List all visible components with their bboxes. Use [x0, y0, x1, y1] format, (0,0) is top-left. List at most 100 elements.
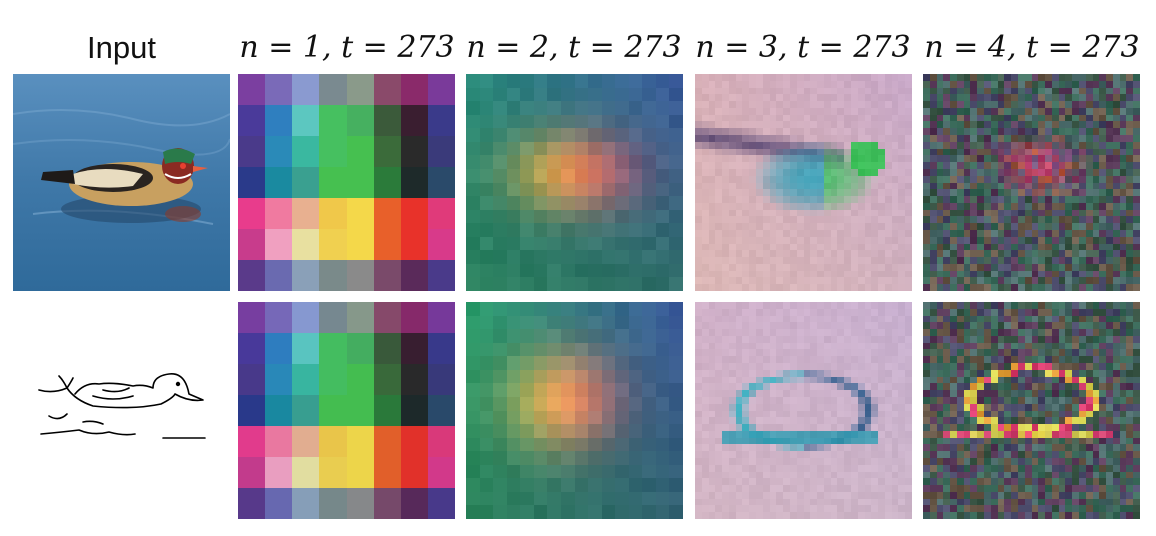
- pixel-cell: [669, 315, 683, 330]
- pixel-cell: [1004, 302, 1012, 309]
- pixel-cell: [796, 349, 804, 357]
- pixel-cell: [547, 236, 561, 251]
- pixel-cell: [1106, 74, 1113, 81]
- pixel-cell: [1099, 451, 1107, 458]
- pixel-cell: [1072, 87, 1079, 95]
- pixel-cell: [722, 209, 729, 217]
- pixel-cell: [943, 464, 951, 472]
- pixel-cell: [936, 383, 944, 391]
- pixel-cell: [789, 182, 797, 190]
- pixel-cell: [936, 74, 944, 81]
- pixel-cell: [756, 114, 763, 122]
- pixel-cell: [695, 162, 702, 169]
- pixel-cell: [669, 356, 683, 370]
- pixel-cell: [950, 270, 957, 278]
- pixel-cell: [479, 277, 494, 291]
- pixel-cell: [588, 315, 602, 330]
- pixel-cell: [749, 243, 757, 251]
- pixel-cell: [742, 457, 750, 465]
- pixel-cell: [850, 424, 858, 431]
- pixel-cell: [776, 175, 784, 183]
- pixel-cell: [1085, 335, 1093, 343]
- pixel-cell: [997, 485, 1005, 492]
- pixel-cell: [923, 315, 930, 323]
- pixel-cell: [493, 141, 507, 156]
- pixel-cell: [789, 168, 797, 176]
- pixel-cell: [742, 491, 750, 499]
- pixel-cell: [756, 383, 763, 391]
- pixel-cell: [823, 342, 831, 350]
- pixel-cell: [776, 457, 784, 465]
- pixel-cell: [742, 417, 750, 425]
- pixel-cell: [1058, 202, 1066, 210]
- pixel-cell: [997, 424, 1005, 431]
- pixel-cell: [1119, 196, 1127, 203]
- pixel-cell: [479, 315, 494, 330]
- pixel-cell: [898, 196, 906, 203]
- pixel-cell: [1011, 322, 1018, 330]
- pixel-cell: [742, 257, 750, 264]
- pixel-cell: [1011, 182, 1018, 190]
- pixel-cell: [1126, 390, 1134, 397]
- pixel-cell: [319, 167, 347, 198]
- pixel-cell: [742, 162, 750, 169]
- pixel-cell: [850, 270, 858, 278]
- pixel-cell: [857, 141, 865, 149]
- pixel-cell: [1024, 491, 1032, 499]
- pixel-cell: [878, 471, 885, 479]
- pixel-cell: [466, 141, 480, 156]
- pixel-cell: [722, 148, 729, 156]
- pixel-cell: [427, 426, 455, 457]
- pixel-cell: [977, 80, 985, 88]
- pixel-cell: [783, 430, 790, 438]
- pixel-cell: [984, 302, 991, 309]
- pixel-cell: [1072, 257, 1079, 264]
- pixel-cell: [837, 229, 845, 237]
- pixel-cell: [1099, 444, 1107, 452]
- pixel-cell: [963, 107, 971, 115]
- pixel-cell: [844, 223, 851, 230]
- pixel-cell: [346, 302, 374, 333]
- pixel-cell: [695, 444, 702, 452]
- pixel-cell: [990, 148, 998, 156]
- pixel-cell: [735, 135, 743, 142]
- pixel-cell: [950, 498, 957, 506]
- pixel-cell: [574, 168, 589, 183]
- pixel-cell: [1004, 464, 1012, 472]
- pixel-cell: [722, 383, 729, 391]
- pixel-cell: [1119, 396, 1127, 404]
- pixel-cell: [715, 451, 723, 458]
- pixel-cell: [776, 390, 784, 397]
- pixel-cell: [560, 196, 575, 210]
- pixel-cell: [1085, 114, 1093, 122]
- pixel-cell: [789, 80, 797, 88]
- pixel-cell: [970, 329, 978, 336]
- pixel-cell: [977, 485, 985, 492]
- pixel-cell: [560, 464, 575, 479]
- pixel-cell: [1085, 342, 1093, 350]
- pixel-cell: [715, 101, 723, 108]
- pixel-cell: [963, 471, 971, 479]
- pixel-cell: [997, 141, 1005, 149]
- pixel-cell: [669, 505, 683, 519]
- pixel-cell: [695, 485, 702, 492]
- pixel-cell: [977, 229, 985, 237]
- pixel-cell: [1065, 410, 1073, 418]
- pixel-cell: [493, 451, 507, 465]
- pixel-cell: [990, 101, 998, 108]
- pixel-cell: [695, 505, 702, 513]
- pixel-cell: [735, 162, 743, 169]
- pixel-cell: [776, 383, 784, 391]
- pixel-cell: [742, 189, 750, 197]
- pixel-cell: [810, 410, 818, 418]
- pixel-cell: [891, 74, 899, 81]
- pixel-cell: [1051, 284, 1059, 291]
- pixel-cell: [803, 196, 811, 203]
- pixel-cell: [864, 349, 872, 357]
- pixel-cell: [346, 74, 374, 105]
- pixel-cell: [695, 243, 702, 251]
- pixel-cell: [756, 417, 763, 425]
- pixel-cell: [817, 335, 824, 343]
- pixel-cell: [695, 478, 702, 486]
- pixel-cell: [810, 335, 818, 343]
